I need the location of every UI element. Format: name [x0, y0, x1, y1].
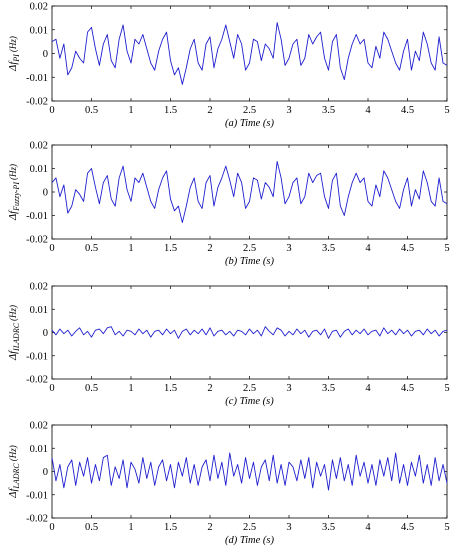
panel-4: 0 0.5 1 1.5 2 2.5 3 3.5 4 4.5 5 -0.02 -0.01 0 0.01 0.02…: [8, 421, 450, 547]
x-tick-label: 4: [365, 105, 371, 116]
y-tick-label: -0.02: [26, 375, 48, 386]
x-tick-label: 5: [444, 243, 449, 254]
x-tick-label: 1: [128, 383, 133, 394]
x-tick-label: 4.5: [401, 522, 414, 533]
x-tick-label: 3.5: [322, 383, 335, 394]
plot-frame: [52, 425, 447, 518]
panel-2: 0 0.5 1 1.5 2 2.5 3 3.5 4 4.5 5 -0.02 -0.01 0 0.01 0.02…: [8, 141, 450, 268]
y-axis-label: ΔfFuzzy-PI(Hz): [8, 164, 21, 221]
y-tick-label: -0.02: [26, 235, 48, 246]
y-axis-label: ΔfLADRC(Hz): [8, 445, 21, 498]
plot-frame: [52, 6, 447, 101]
y-tick-label: 0.02: [30, 141, 48, 152]
x-tick-label: 2.5: [243, 383, 256, 394]
x-tick-label: 2.5: [243, 105, 256, 116]
plot-frame: [52, 145, 447, 239]
x-tick-label: 0: [49, 383, 54, 394]
series-line: [52, 327, 447, 339]
x-tick-label: 3.5: [322, 105, 335, 116]
x-tick-label: 5: [444, 383, 449, 394]
y-label-unit: (Hz): [8, 164, 18, 180]
x-tick-label: 0: [49, 522, 54, 533]
y-tick-label: -0.02: [26, 514, 48, 525]
y-tick-label: 0.01: [30, 444, 48, 455]
y-tick-label: -0.02: [26, 97, 48, 108]
y-tick-label: 0.02: [30, 2, 48, 13]
x-tick-label: 5: [444, 522, 449, 533]
y-tick-label: -0.01: [26, 211, 48, 222]
x-tick-label: 2: [207, 522, 212, 533]
x-tick-label: 0: [49, 243, 54, 254]
x-tick-label: 1: [128, 243, 133, 254]
x-tick-label: 0: [49, 105, 54, 116]
x-tick-label: 0.5: [85, 522, 98, 533]
x-tick-label: 3: [286, 105, 291, 116]
x-tick-label: 3.5: [322, 243, 335, 254]
panel-caption: (c) Time (s): [225, 396, 274, 407]
y-tick-label: -0.01: [26, 73, 48, 84]
y-label-unit: (Hz): [8, 445, 18, 461]
x-tick-label: 3: [286, 522, 291, 533]
x-tick-label: 1.5: [164, 243, 177, 254]
x-tick-label: 4: [365, 522, 371, 533]
y-tick-label: 0: [43, 188, 48, 199]
y-label-sub: Fuzzy-PI: [12, 182, 21, 212]
x-tick-label: 4.5: [401, 383, 414, 394]
y-label-sub: ILADRC: [12, 322, 21, 352]
x-tick-label: 2: [207, 383, 212, 394]
y-tick-label: 0: [43, 49, 48, 60]
x-tick-label: 3.5: [322, 522, 335, 533]
x-tick-label: 3: [286, 243, 291, 254]
panel-caption: (d) Time (s): [225, 535, 274, 546]
series-line: [52, 23, 447, 85]
x-tick-label: 1.5: [164, 522, 177, 533]
x-tick-label: 0.5: [85, 383, 98, 394]
x-tick-label: 4.5: [401, 243, 414, 254]
x-tick-label: 0.5: [85, 105, 98, 116]
series-line: [52, 161, 447, 222]
panel-caption: (a) Time (s): [225, 118, 274, 129]
x-tick-label: 3: [286, 383, 291, 394]
y-axis-label: ΔfPI(Hz): [8, 36, 21, 72]
x-tick-label: 4: [365, 383, 371, 394]
x-tick-label: 2.5: [243, 522, 256, 533]
y-axis-label: ΔfILADRC(Hz): [8, 305, 21, 361]
y-tick-label: -0.01: [26, 490, 48, 501]
panel-1: 0 0.5 1 1.5 2 2.5 3 3.5 4 4.5 5 -0.02 -0.01 0 0.01 0.02…: [8, 2, 450, 130]
y-label-sub: PI: [12, 54, 21, 63]
panel-3: 0 0.5 1 1.5 2 2.5 3 3.5 4 4.5 5 -0.02 -0.01 0 0.01 0.02…: [8, 282, 450, 408]
y-label-unit: (Hz): [8, 36, 18, 52]
y-tick-label: 0.01: [30, 305, 48, 316]
y-tick-label: 0: [43, 467, 48, 478]
x-tick-label: 2: [207, 105, 212, 116]
plot-frame: [52, 286, 447, 379]
y-label-sub: LADRC: [12, 463, 21, 490]
y-tick-label: 0.02: [30, 282, 48, 293]
y-tick-label: 0: [43, 328, 48, 339]
y-tick-label: 0.02: [30, 421, 48, 432]
x-tick-label: 0.5: [85, 243, 98, 254]
x-tick-label: 1.5: [164, 105, 177, 116]
x-tick-label: 4: [365, 243, 371, 254]
y-tick-label: 0.01: [30, 164, 48, 175]
x-tick-label: 4.5: [401, 105, 414, 116]
x-tick-label: 2.5: [243, 243, 256, 254]
y-tick-label: -0.01: [26, 351, 48, 362]
y-tick-label: 0.01: [30, 25, 48, 36]
y-label-unit: (Hz): [8, 305, 18, 321]
x-tick-label: 1: [128, 105, 133, 116]
x-tick-label: 5: [444, 105, 449, 116]
x-tick-label: 2: [207, 243, 212, 254]
x-tick-label: 1.5: [164, 383, 177, 394]
x-tick-label: 1: [128, 522, 133, 533]
panel-caption: (b) Time (s): [225, 256, 274, 267]
series-line: [52, 453, 447, 490]
